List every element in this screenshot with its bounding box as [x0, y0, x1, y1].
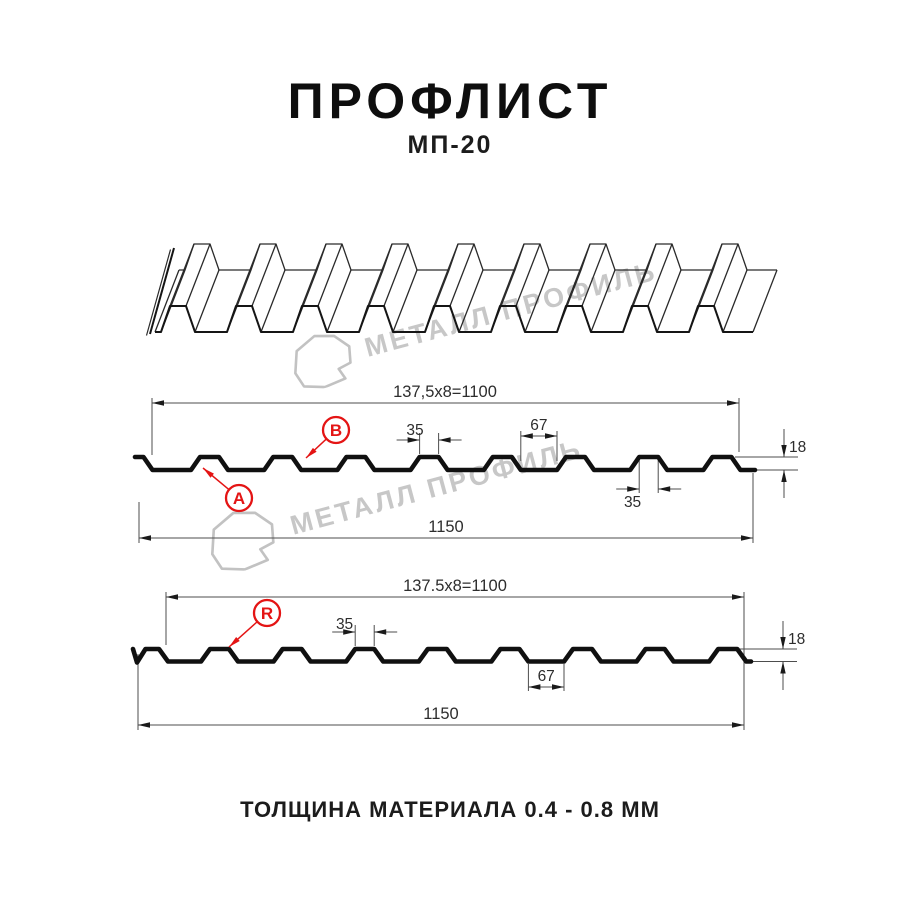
point-label-b: B — [330, 421, 342, 440]
sheet-front-edge — [155, 305, 753, 333]
dim-label-total-bottom: 1150 — [423, 705, 458, 723]
point-label-a: A — [233, 489, 245, 508]
material-thickness-note: ТОЛЩИНА МАТЕРИАЛА 0.4 - 0.8 ММ — [240, 797, 660, 822]
sheet-back-edge — [179, 243, 777, 271]
watermark-upper: МЕТАЛЛ ПРОФИЛЬ — [281, 243, 664, 396]
dim-label-crest-bottom: 35 — [336, 616, 353, 633]
dim-label-crest-top: 35 — [406, 422, 423, 439]
page-title: ПРОФЛИСТ — [287, 73, 613, 129]
metall-profil-logo-icon — [210, 511, 275, 571]
dim-label-valley-bottom: 67 — [538, 668, 555, 685]
metall-profil-logo-icon — [294, 334, 352, 389]
dim-label-pitch-top: 137,5x8=1100 — [393, 383, 497, 401]
product-code: МП-20 — [407, 131, 493, 159]
dim-label-height-bottom: 18 — [788, 631, 805, 648]
cross-section-bottom: 137.5x8=1100 1150 35 67 18 R — [130, 577, 805, 730]
profile-path-top — [132, 454, 758, 473]
dim-label-crest-bottom-top: 35 — [624, 494, 641, 511]
point-label-r: R — [261, 604, 273, 623]
cross-section-top: 137,5x8=1100 1150 35 67 35 18 A B — [132, 383, 806, 543]
dim-label-pitch-bottom: 137.5x8=1100 — [403, 577, 507, 595]
dim-label-height-top: 18 — [789, 439, 806, 456]
dim-label-valley-top: 67 — [530, 417, 547, 434]
dim-label-total-top: 1150 — [428, 518, 463, 536]
isometric-view — [145, 243, 778, 336]
watermark-lower: МЕТАЛЛ ПРОФИЛЬ — [194, 418, 590, 580]
profile-path-bottom — [130, 646, 754, 665]
